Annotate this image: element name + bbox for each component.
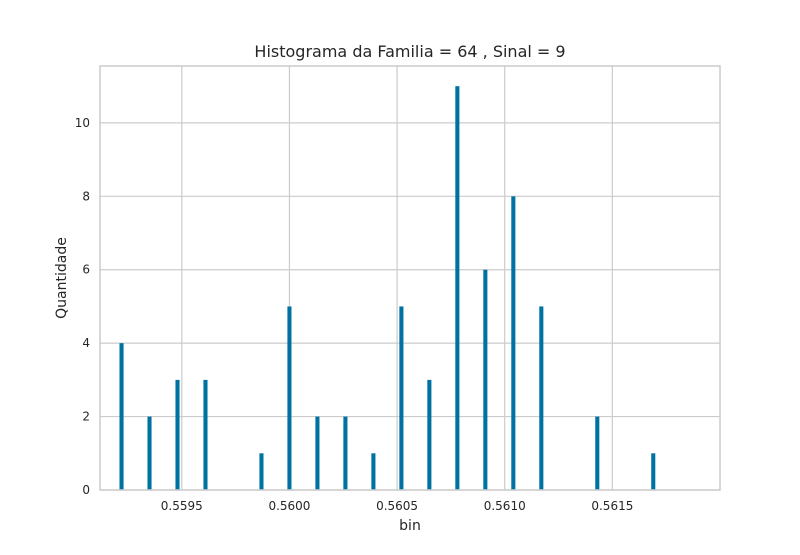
histogram-bar	[315, 416, 320, 490]
x-tick-label: 0.5600	[268, 499, 310, 513]
histogram-bar	[259, 453, 264, 490]
histogram-bar	[287, 306, 292, 490]
x-tick-label: 0.5595	[161, 499, 203, 513]
plot-frame	[99, 65, 721, 491]
y-tick-label: 10	[75, 116, 90, 130]
histogram-bar	[343, 416, 348, 490]
y-tick-label: 2	[82, 410, 90, 424]
histogram-bar	[455, 86, 460, 490]
histogram-bar	[539, 306, 544, 490]
histogram-bar	[147, 416, 152, 490]
histogram-bar	[175, 379, 180, 490]
y-axis-label: Quantidade	[54, 237, 70, 319]
histogram-bar	[203, 379, 208, 490]
histogram-bar	[119, 343, 124, 490]
y-tick-label: 0	[82, 483, 90, 497]
x-tick-label: 0.5610	[484, 499, 526, 513]
grid-layer	[100, 66, 720, 491]
y-tick-label: 8	[82, 189, 90, 203]
y-tick-label: 4	[82, 336, 90, 350]
y-tick-label: 6	[82, 263, 90, 277]
x-tick-label: 0.5605	[376, 499, 418, 513]
histogram-bar	[595, 416, 600, 490]
x-tick-label: 0.5615	[591, 499, 633, 513]
histogram-bar	[427, 379, 432, 490]
histogram-bar	[511, 196, 516, 490]
histogram-bar	[651, 453, 656, 490]
x-axis-label: bin	[399, 518, 421, 534]
chart-title: Histograma da Familia = 64 , Sinal = 9	[254, 42, 565, 61]
ticks-layer: 0.5595 0.5600 0.5605 0.5610 0.5615 0 2 4 6 8 10	[75, 116, 634, 513]
histogram-bar	[371, 453, 376, 490]
histogram-bar	[399, 306, 404, 490]
histogram-bar	[483, 269, 488, 490]
bars-layer	[119, 86, 656, 490]
